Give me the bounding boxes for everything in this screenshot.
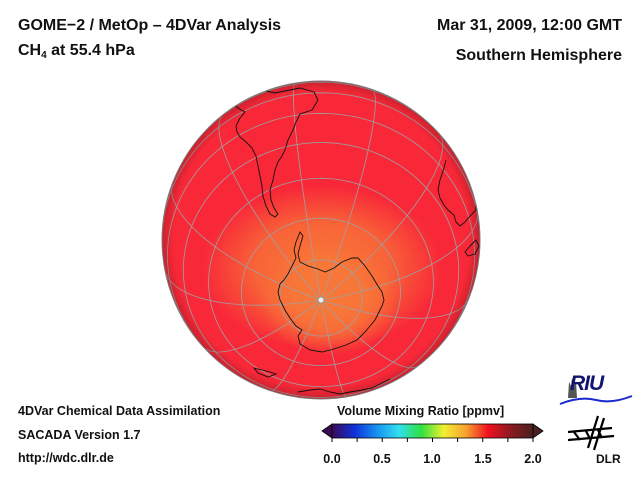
colorbar-tick-label: 1.5 <box>474 452 492 466</box>
species-level-label: CH4 at 55.4 hPa <box>18 42 135 61</box>
colorbar-tick-label: 2.0 <box>524 452 542 466</box>
dlr-cross-icon <box>567 415 615 451</box>
dlr-logo <box>567 415 615 451</box>
map-title: GOME−2 / MetOp – 4DVar Analysis <box>18 17 282 34</box>
colorbar-tick-label: 0.5 <box>373 452 391 466</box>
colorbar-title: Volume Mixing Ratio [ppmv] <box>337 404 505 418</box>
river-wave-icon <box>559 395 633 405</box>
cathedral-icon <box>568 378 577 398</box>
colorbar-bar <box>331 423 534 439</box>
globe-shading <box>162 81 480 399</box>
globe-outline <box>161 80 481 400</box>
timestamp: Mar 31, 2009, 12:00 GMT <box>437 17 622 34</box>
colorbar-tick-label: 1.0 <box>423 452 441 466</box>
dlr-logo-text: DLR <box>596 452 621 466</box>
species-name: CH <box>18 42 42 59</box>
riu-logo <box>559 378 633 405</box>
colorbar-tick-label: 0.0 <box>323 452 341 466</box>
footer-url[interactable]: http://wdc.dlr.de <box>18 451 114 465</box>
footer-system-name: 4DVar Chemical Data Assimilation <box>18 404 221 418</box>
species-subscript: 4 <box>41 50 47 61</box>
footer-version: SACADA Version 1.7 <box>18 428 141 442</box>
colorbar-over-arrow <box>532 423 544 439</box>
colorbar <box>321 423 544 442</box>
pressure-level: at 55.4 hPa <box>46 42 135 59</box>
colorbar-under-arrow <box>321 423 333 439</box>
colorbar-ticks <box>331 438 534 442</box>
region-label: Southern Hemisphere <box>455 47 622 64</box>
riu-logo-text: RIU <box>570 372 604 395</box>
